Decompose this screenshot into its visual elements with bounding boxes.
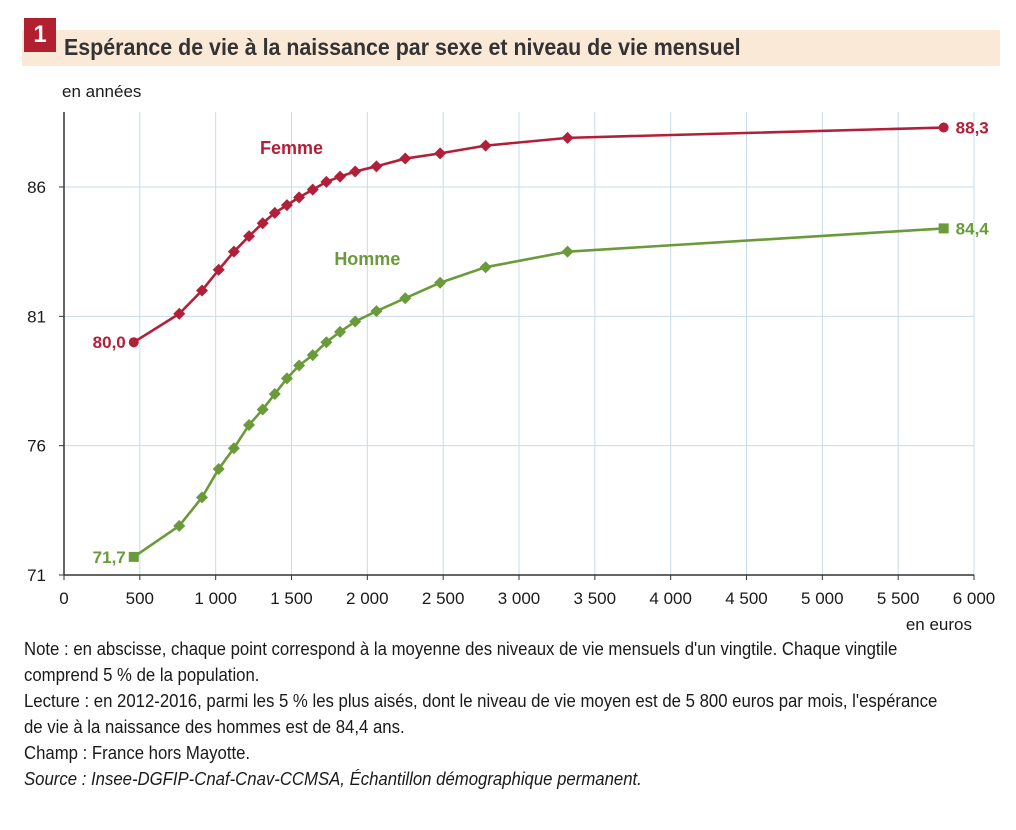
- data-point-femme: [370, 160, 383, 173]
- data-point-femme: [334, 170, 347, 183]
- x-tick-label: 500: [126, 589, 154, 608]
- data-point-femme: [320, 175, 333, 188]
- data-point-homme: [306, 349, 319, 362]
- notes-block: Note : en abscisse, chaque point corresp…: [24, 636, 1004, 792]
- data-point-femme: [212, 263, 225, 276]
- y-tick-label: 86: [27, 178, 46, 197]
- data-point-homme: [196, 491, 209, 504]
- reading-line-2: de vie à la naissance des hommes est de …: [24, 717, 405, 737]
- x-tick-label: 2 000: [346, 589, 389, 608]
- data-point-femme: [227, 245, 240, 258]
- figure-number: 1: [24, 18, 56, 52]
- y-tick-label: 76: [27, 437, 46, 456]
- y-tick-label: 81: [27, 307, 46, 326]
- data-point-homme: [243, 418, 256, 431]
- data-point-femme: [479, 139, 492, 152]
- data-point-femme: [268, 206, 281, 219]
- data-point-femme: [256, 217, 269, 230]
- data-point-homme: [227, 442, 240, 455]
- data-point-homme: [479, 261, 492, 274]
- y-axis-unit-label: en années: [62, 82, 141, 101]
- data-point-femme: [280, 199, 293, 212]
- x-tick-label: 4 000: [649, 589, 692, 608]
- x-tick-label: 3 000: [498, 589, 541, 608]
- x-tick-label: 4 500: [725, 589, 768, 608]
- data-point-homme: [268, 387, 281, 400]
- note-line-1: Note : en abscisse, chaque point corresp…: [24, 639, 898, 659]
- series-lines: [128, 122, 949, 562]
- data-point-femme: [938, 122, 949, 133]
- x-tick-label: 1 000: [194, 589, 237, 608]
- data-point-homme: [293, 359, 306, 372]
- x-tick-label: 1 500: [270, 589, 313, 608]
- data-point-homme: [212, 462, 225, 475]
- data-point-femme: [173, 307, 186, 320]
- data-point-homme: [256, 403, 269, 416]
- data-point-homme: [399, 292, 412, 305]
- data-point-femme: [293, 191, 306, 204]
- chart-title: Espérance de vie à la naissance par sexe…: [64, 34, 741, 60]
- grid: [64, 112, 975, 575]
- note-line-2: comprend 5 % de la population.: [24, 665, 260, 685]
- data-point-homme: [320, 336, 333, 349]
- data-point-homme: [128, 551, 139, 562]
- data-point-femme: [306, 183, 319, 196]
- data-point-homme: [938, 223, 949, 234]
- series-name-label-homme: Homme: [334, 249, 400, 269]
- value-label-last-femme: 88,3: [956, 119, 989, 138]
- data-point-femme: [196, 284, 209, 297]
- data-point-homme: [280, 372, 293, 385]
- data-labels: 80,0 88,3 Femme 71,7 84,4 Homme: [93, 119, 990, 567]
- data-point-homme: [349, 315, 362, 328]
- value-label-first-homme: 71,7: [93, 548, 126, 567]
- axes: [59, 112, 975, 580]
- data-point-homme: [370, 305, 383, 318]
- x-tick-label: 6 000: [953, 589, 996, 608]
- data-point-femme: [243, 230, 256, 243]
- reading-line-1: Lecture : en 2012-2016, parmi les 5 % le…: [24, 691, 938, 711]
- data-point-homme: [334, 325, 347, 338]
- tick-labels: 0 500 1 000 1 500 2 000 2 500 3 000 3 500 4 000 4…: [27, 82, 995, 634]
- data-point-femme: [434, 147, 447, 160]
- x-tick-label: 3 500: [574, 589, 617, 608]
- data-point-femme: [561, 131, 574, 144]
- data-point-femme: [128, 337, 139, 348]
- value-label-last-homme: 84,4: [956, 219, 990, 238]
- x-axis-unit-label: en euros: [906, 615, 972, 634]
- source-line: Source : Insee-DGFIP-Cnaf-Cnav-CCMSA, Éc…: [24, 769, 642, 789]
- life-expectancy-line-chart: 0 500 1 000 1 500 2 000 2 500 3 000 3 500 4 000 4…: [27, 82, 995, 634]
- series-name-label-femme: Femme: [260, 138, 323, 158]
- data-point-homme: [173, 519, 186, 532]
- y-tick-label: 71: [27, 566, 46, 585]
- data-point-femme: [399, 152, 412, 165]
- x-tick-label: 5 000: [801, 589, 844, 608]
- value-label-first-femme: 80,0: [93, 333, 126, 352]
- data-point-homme: [561, 245, 574, 258]
- scope-line: Champ : France hors Mayotte.: [24, 743, 251, 763]
- title-bar: [22, 30, 1000, 66]
- x-tick-label: 0: [59, 589, 68, 608]
- x-tick-label: 2 500: [422, 589, 465, 608]
- data-point-homme: [434, 276, 447, 289]
- data-point-femme: [349, 165, 362, 178]
- x-tick-label: 5 500: [877, 589, 920, 608]
